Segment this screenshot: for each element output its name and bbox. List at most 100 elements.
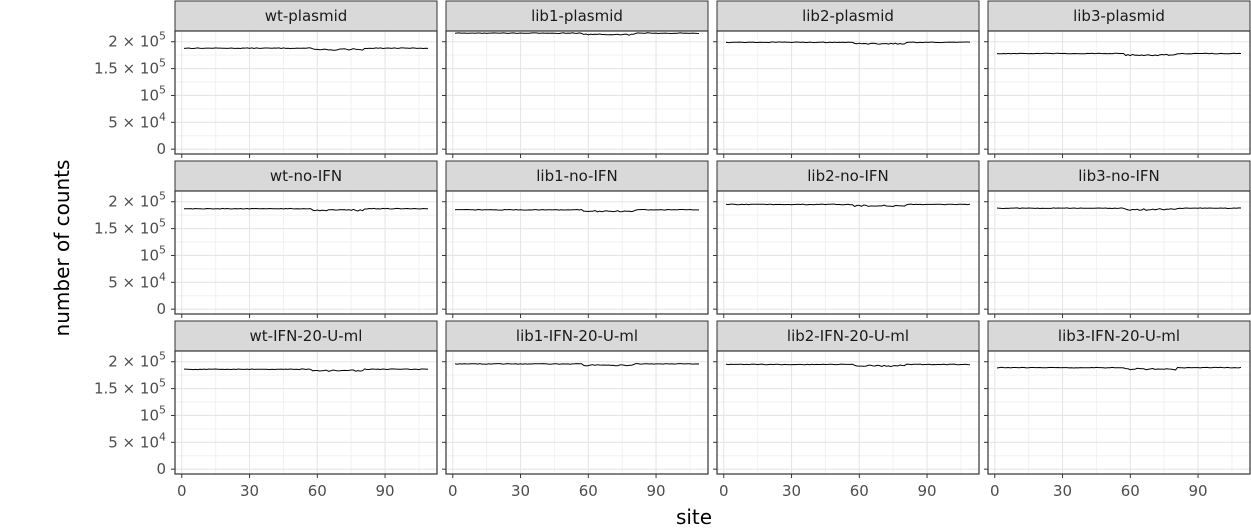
y-tick-label-base: 1.5 × 10 [94,380,159,398]
facet-strip-label: lib2-IFN-20-U-ml [787,327,909,345]
facet-panel: lib2-no-IFN [713,160,980,318]
facet-strip-label: wt-plasmid [265,7,348,25]
x-tick-label: 0 [448,482,458,500]
panel-border [174,30,438,155]
series-line [184,368,429,372]
y-tick-label-exponent: 5 [159,403,166,416]
y-tick-label-exponent: 5 [159,243,166,256]
facet-strip [987,320,1251,352]
y-tick-label: 0 [156,300,166,318]
y-tick-label-base: 0 [156,300,166,318]
facet-strip-label: lib3-no-IFN [1078,167,1159,185]
facet-strip [174,160,438,192]
series-line [454,363,700,367]
y-tick-label-exponent: 5 [159,217,166,230]
facet-strip-label: wt-no-IFN [270,167,342,185]
y-tick-label-base: 1.5 × 10 [94,60,159,78]
y-tick-label: 105 [140,403,166,424]
x-tick-label: 60 [579,482,598,500]
facet-strip-label: lib3-IFN-20-U-ml [1058,327,1180,345]
facet-panel: lib3-no-IFN [984,160,1251,318]
facet-strip [716,0,980,32]
facet-panel: lib1-no-IFN [442,160,709,318]
panel-background [175,351,437,474]
x-tick-label: 0 [719,482,729,500]
y-tick-label: 105 [140,83,166,104]
y-tick-label-exponent: 4 [159,430,166,443]
panel-background [446,191,708,314]
y-tick-label-base: 5 × 10 [108,273,159,291]
series-line [183,47,429,51]
y-tick-label: 2 × 105 [108,350,166,371]
y-tick-label-exponent: 4 [159,110,166,123]
panel-border [716,190,980,315]
panel-border [445,350,709,475]
facet-panel: wt-IFN-20-U-ml [171,320,438,478]
series-line [725,41,971,45]
facet-panel: lib3-IFN-20-U-ml [984,320,1251,478]
panel-background [717,351,979,474]
y-tick-label-exponent: 4 [159,270,166,283]
y-tick-label: 2 × 105 [108,190,166,211]
facet-strip-label: lib2-plasmid [802,7,894,25]
y-tick-label-exponent: 5 [159,377,166,390]
x-tick-label: 90 [918,482,937,500]
y-tick-label: 0 [156,140,166,158]
y-tick-label-base: 2 × 10 [108,33,159,51]
x-tick-label: 90 [647,482,666,500]
facet-strip-label: lib2-no-IFN [807,167,888,185]
series-line [725,203,971,208]
x-tick-label: 30 [1053,482,1072,500]
facet-panel: lib1-IFN-20-U-ml [442,320,709,478]
y-tick-label-base: 0 [156,460,166,478]
series-line [996,366,1242,371]
y-tick-label-base: 5 × 10 [108,113,159,131]
x-tick-label: 90 [376,482,395,500]
y-tick-label: 5 × 104 [108,270,166,291]
x-tick-label: 60 [850,482,869,500]
y-tick-label: 105 [140,243,166,264]
facet-strip [716,320,980,352]
x-tick-label: 90 [1189,482,1208,500]
facet-strip-label: lib3-plasmid [1073,7,1165,25]
facet-strip-label: lib1-IFN-20-U-ml [516,327,638,345]
y-tick-label-exponent: 5 [159,190,166,203]
panel-background [446,31,708,154]
y-tick-label-base: 0 [156,140,166,158]
y-tick-label-base: 10 [140,406,159,424]
series-line [996,52,1242,57]
facet-strip-label: lib1-plasmid [531,7,623,25]
x-axes: 0 30 60 90 0 30 60 90 0 30 60 90 0 30 60 90 [177,482,1208,500]
facet-strip-label: lib1-no-IFN [536,167,617,185]
facet-panel: wt-no-IFN [171,160,438,318]
series-line [454,32,700,36]
panel-border [987,350,1251,475]
facet-panel: lib2-IFN-20-U-ml [713,320,980,478]
y-tick-label: 0 [156,460,166,478]
facet-strip [445,0,709,32]
facet-panel: lib1-plasmid [442,0,709,158]
series-line [184,207,429,212]
y-tick-label: 5 × 104 [108,110,166,131]
x-tick-label: 30 [511,482,530,500]
y-tick-label-base: 2 × 10 [108,353,159,371]
y-tick-label-base: 5 × 10 [108,433,159,451]
y-tick-label-exponent: 5 [159,83,166,96]
facet-strip [987,0,1251,32]
facet-panel: lib2-plasmid [713,0,980,158]
y-tick-label: 1.5 × 105 [94,217,166,238]
panel-background [717,191,979,314]
x-tick-label: 30 [240,482,259,500]
facet-strip [445,320,709,352]
y-tick-label-base: 1.5 × 10 [94,220,159,238]
y-tick-label: 1.5 × 105 [94,57,166,78]
y-tick-label-exponent: 5 [159,350,166,363]
panel-background [446,351,708,474]
facet-panel: wt-plasmid [171,0,438,158]
facet-strip [174,0,438,32]
y-tick-label: 1.5 × 105 [94,377,166,398]
series-line [725,363,971,368]
x-axis-title: site [676,505,712,528]
panel-background [988,191,1250,314]
